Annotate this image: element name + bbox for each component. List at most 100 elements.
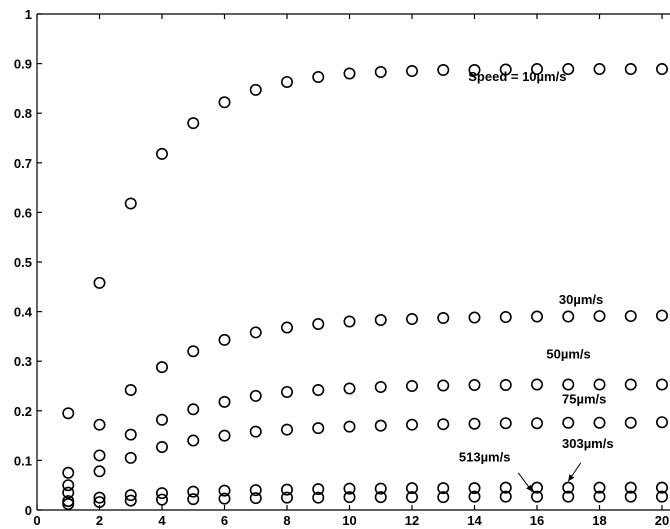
data-point (405, 418, 418, 431)
data-point (593, 310, 606, 323)
data-point (468, 482, 481, 495)
data-point (62, 407, 75, 420)
data-point (93, 418, 106, 431)
data-point (187, 403, 200, 416)
data-point (374, 66, 387, 79)
data-point (280, 483, 293, 496)
annotations: Speed = 10µm/s 30µm/s 50µm/s 75µm/s 303µm/s 5… (459, 69, 614, 492)
data-point (499, 490, 512, 503)
data-point (218, 333, 231, 346)
data-points (62, 63, 668, 511)
data-point (249, 389, 262, 402)
data-point (655, 481, 668, 494)
data-point (124, 451, 137, 464)
data-point (156, 487, 169, 500)
x-tick-label: 0 (33, 513, 40, 528)
y-tick-label: 1 (25, 7, 32, 22)
data-point (343, 382, 356, 395)
data-point (499, 417, 512, 430)
data-point (530, 63, 543, 76)
series-label: 50µm/s (546, 347, 590, 362)
data-point (343, 67, 356, 80)
data-point (249, 484, 262, 497)
y-tick-label: 0.3 (14, 354, 32, 369)
series-2 (62, 378, 668, 492)
data-point (124, 428, 137, 441)
data-point (468, 311, 481, 324)
data-point (624, 310, 637, 323)
y-tick-label: 0.9 (14, 57, 32, 72)
data-point (312, 317, 325, 330)
data-point (62, 479, 75, 492)
y-tick-label: 0.5 (14, 255, 32, 270)
data-point (624, 378, 637, 391)
data-point (468, 490, 481, 503)
data-point (655, 378, 668, 391)
data-point (374, 314, 387, 327)
data-point (530, 490, 543, 503)
axis-ticks (36, 13, 663, 511)
data-point (218, 492, 231, 505)
data-point (499, 311, 512, 324)
y-tick-label: 0.8 (14, 106, 32, 121)
x-tick-label: 4 (158, 513, 166, 528)
data-point (405, 313, 418, 326)
data-point (280, 491, 293, 504)
data-point (655, 416, 668, 429)
data-point (156, 493, 169, 506)
data-point (280, 321, 293, 334)
data-point (187, 345, 200, 358)
data-point (312, 491, 325, 504)
data-point (343, 491, 356, 504)
data-point (624, 481, 637, 494)
data-point (593, 481, 606, 494)
data-point (280, 423, 293, 436)
data-point (562, 63, 575, 76)
data-point (437, 64, 450, 77)
x-tick-label: 18 (592, 513, 606, 528)
data-point (249, 425, 262, 438)
data-point (655, 63, 668, 76)
y-tick-label: 0.1 (14, 453, 32, 468)
data-point (624, 63, 637, 76)
data-point (93, 496, 106, 509)
data-point (187, 117, 200, 130)
data-point (156, 441, 169, 454)
data-point (312, 483, 325, 496)
series-label: 303µm/s (562, 436, 614, 451)
data-point (562, 310, 575, 323)
data-point (62, 466, 75, 479)
data-point (437, 312, 450, 325)
data-point (218, 429, 231, 442)
data-point (562, 378, 575, 391)
y-tick-label: 0.2 (14, 404, 32, 419)
series-4 (62, 481, 668, 508)
data-point (218, 395, 231, 408)
data-point (124, 197, 137, 210)
data-point (655, 309, 668, 322)
y-tick-label: 0 (25, 503, 32, 518)
data-point (530, 481, 543, 494)
data-point (593, 378, 606, 391)
data-point (93, 465, 106, 478)
data-point (624, 490, 637, 503)
data-point (124, 489, 137, 502)
data-point (468, 417, 481, 430)
y-tick-label: 0.6 (14, 205, 32, 220)
data-point (499, 481, 512, 494)
data-point (562, 490, 575, 503)
tick-labels: 0 2 4 6 8 10 12 14 16 18 20 0 0.1 0.2 0.3 0.4 0.5 0.6 0.7 0… (14, 7, 669, 528)
data-point (499, 379, 512, 392)
series-label: 513µm/s (459, 449, 511, 464)
data-point (280, 385, 293, 398)
y-tick-label: 0.4 (14, 305, 33, 320)
data-point (249, 326, 262, 339)
data-point (343, 482, 356, 495)
series-label: Speed = 10µm/s (468, 69, 566, 84)
data-point (312, 422, 325, 435)
x-tick-label: 12 (405, 513, 419, 528)
data-point (624, 416, 637, 429)
data-point (156, 413, 169, 426)
data-point (343, 315, 356, 328)
data-point (156, 147, 169, 160)
